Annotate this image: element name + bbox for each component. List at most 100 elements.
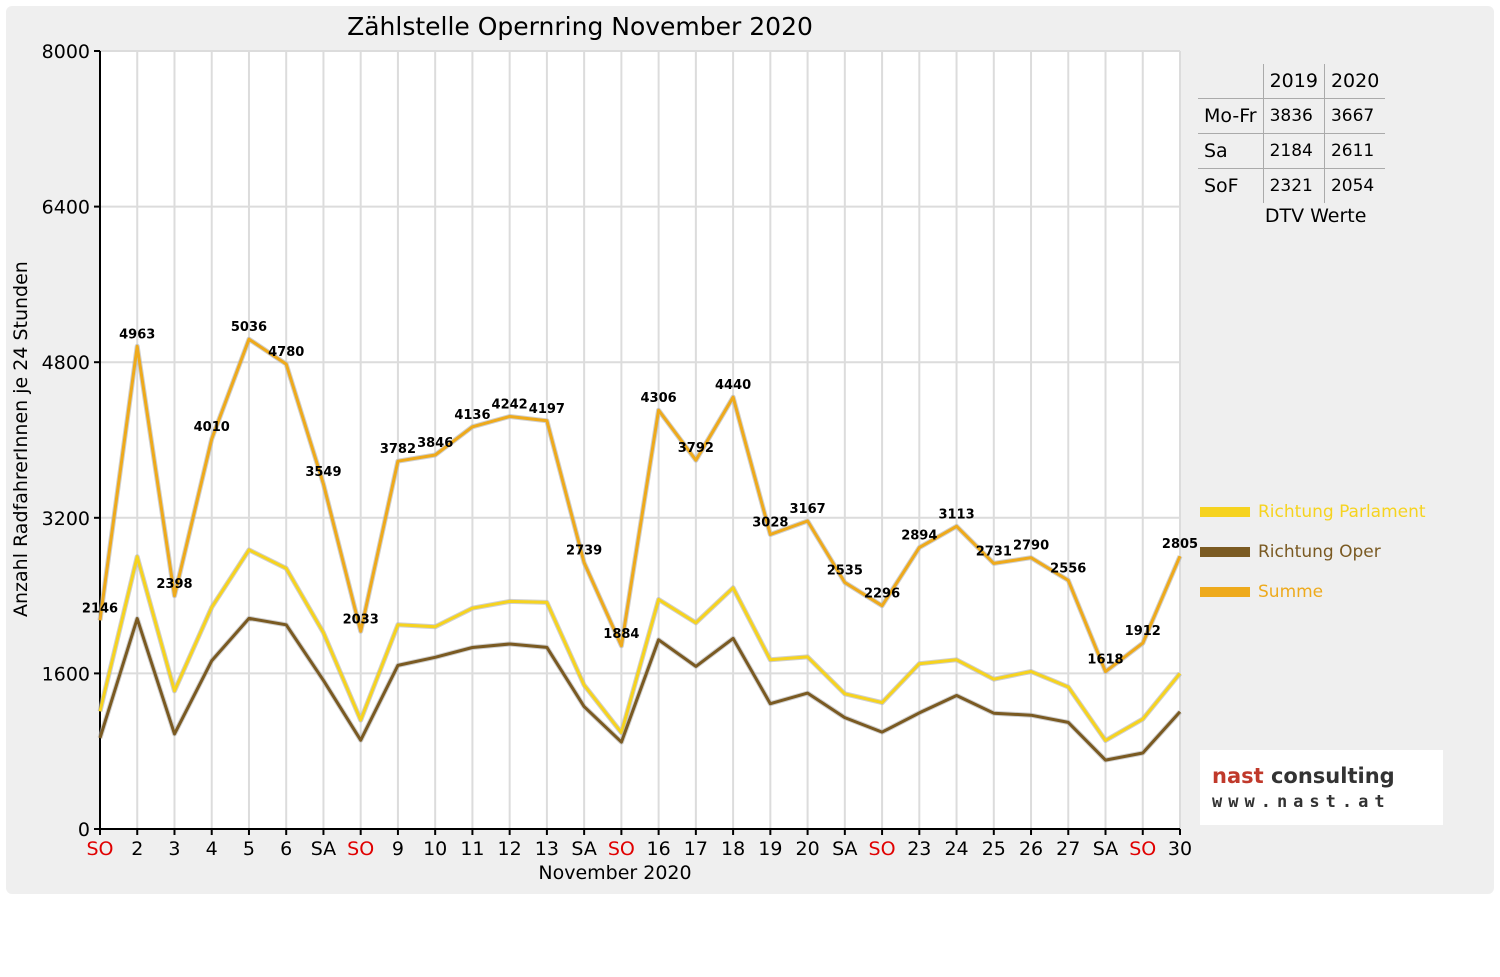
data-label: 2556	[1050, 561, 1086, 576]
logo-text-consulting: consulting	[1270, 764, 1395, 788]
dtv-header-2020: 2020	[1323, 64, 1386, 99]
dtv-cell: 2611	[1323, 133, 1386, 169]
y-tick-label: 3200	[42, 508, 90, 530]
dtv-cell: 3667	[1323, 98, 1386, 134]
x-tick-label: 13	[535, 838, 559, 860]
x-tick-label: 25	[982, 838, 1006, 860]
legend-swatch	[1200, 507, 1250, 517]
grid-lines	[99, 50, 1181, 830]
x-tick-label: 2	[131, 838, 143, 860]
data-label: 4306	[641, 391, 677, 406]
dtv-cell: 2321	[1262, 168, 1325, 203]
legend-label: Richtung Parlament	[1258, 502, 1426, 522]
legend-item-parlament: Richtung Parlament	[1200, 492, 1426, 532]
data-label: 2790	[1013, 539, 1049, 554]
legend: Richtung Parlament Richtung Oper Summe	[1200, 492, 1426, 612]
y-tick-label: 1600	[42, 663, 90, 685]
series-line-parlament	[98, 548, 1182, 742]
data-label: 4136	[454, 408, 490, 423]
axes	[94, 50, 1181, 835]
dtv-row-label: Mo-Fr	[1198, 98, 1264, 134]
dtv-cell: 2054	[1323, 168, 1386, 203]
data-label: 3846	[417, 436, 453, 451]
dtv-row-label: SoF	[1204, 175, 1239, 197]
dtv-row-label: Sa	[1198, 133, 1264, 169]
data-label: 2894	[901, 529, 937, 544]
y-axis-label-wrap: Anzahl RadfahrerInnen je 24 Stunden	[10, 261, 34, 977]
dtv-cell: 2184	[1262, 133, 1325, 169]
x-axis-label: November 2020	[538, 862, 692, 884]
dtv-caption: DTV Werte	[1264, 205, 1367, 227]
x-tick-labels: SO 2 3 4 5 6 SA SO 9 10 11 12 13 SA SO 16 17 18 19 20 SA SO 23…	[86, 838, 1192, 860]
legend-swatch	[1200, 587, 1250, 597]
dtv-header-empty	[1198, 64, 1264, 99]
series-line-summe	[98, 337, 1182, 674]
y-tick-label: 6400	[42, 197, 90, 219]
legend-label: Richtung Oper	[1258, 542, 1381, 562]
x-tick-label: SO	[86, 838, 113, 860]
data-label: 3113	[938, 507, 974, 522]
company-logo: nast consulting www.nast.at	[1200, 750, 1443, 825]
data-label: 2535	[827, 563, 863, 578]
data-label: 4780	[268, 345, 304, 360]
x-tick-label: SA	[832, 838, 857, 860]
x-tick-label: 9	[392, 838, 404, 860]
x-tick-label: SO	[1129, 838, 1156, 860]
x-tick-label: 3	[168, 838, 180, 860]
x-tick-label: 27	[1056, 838, 1080, 860]
data-label: 2398	[156, 577, 192, 592]
x-tick-label: 30	[1168, 838, 1192, 860]
x-tick-label: 16	[647, 838, 671, 860]
x-tick-label: 17	[684, 838, 708, 860]
legend-item-oper: Richtung Oper	[1200, 532, 1426, 572]
data-label: 1618	[1087, 653, 1123, 668]
x-tick-label: SO	[608, 838, 635, 860]
x-tick-label: SA	[571, 838, 596, 860]
legend-swatch	[1200, 547, 1250, 557]
data-label: 3792	[678, 441, 714, 456]
x-tick-label: 20	[795, 838, 819, 860]
x-tick-label: SA	[311, 838, 336, 860]
x-tick-label: 6	[280, 838, 292, 860]
x-tick-label: 12	[498, 838, 522, 860]
data-label: 4197	[529, 402, 565, 417]
y-tick-label: 0	[78, 819, 90, 841]
dtv-header-2019: 2019	[1262, 64, 1325, 99]
chart-title: Zählstelle Opernring November 2020	[347, 12, 813, 41]
data-label: 4010	[194, 420, 230, 435]
x-tick-label: SO	[347, 838, 374, 860]
y-tick-labels: 0 1600 3200 4800 6400 8000	[42, 41, 90, 841]
x-tick-label: 26	[1019, 838, 1043, 860]
x-tick-label: 18	[721, 838, 745, 860]
x-tick-label: 19	[758, 838, 782, 860]
series-line-oper	[98, 616, 1182, 762]
logo-text-nast: nast	[1212, 764, 1264, 788]
data-label: 4242	[492, 397, 528, 412]
x-tick-label: 4	[206, 838, 218, 860]
data-label: 2033	[343, 612, 379, 627]
data-label: 3028	[752, 516, 788, 531]
data-label: 2146	[82, 601, 118, 616]
x-tick-label: 5	[243, 838, 255, 860]
x-tick-label: SO	[869, 838, 896, 860]
data-label: 2805	[1162, 537, 1198, 552]
data-label: 1912	[1125, 624, 1161, 639]
legend-label: Summe	[1258, 582, 1324, 602]
data-label: 4440	[715, 378, 751, 393]
series-lines	[97, 336, 1183, 763]
y-tick-label: 4800	[42, 352, 90, 374]
x-tick-label: 24	[944, 838, 968, 860]
x-tick-label: 23	[907, 838, 931, 860]
dtv-cell: 3836	[1262, 98, 1325, 134]
x-tick-label: SA	[1093, 838, 1118, 860]
y-tick-label: 8000	[42, 41, 90, 63]
data-label: 3549	[305, 465, 341, 480]
data-label: 2739	[566, 544, 602, 559]
y-axis-label: Anzahl RadfahrerInnen je 24 Stunden	[10, 261, 32, 617]
x-tick-label: 11	[460, 838, 484, 860]
plot-area	[100, 51, 1180, 829]
data-label: 1884	[603, 627, 639, 642]
dtv-table: 2019 2020 Mo-Fr 3836 3667 Sa 2184 2611 S…	[1198, 64, 1386, 227]
